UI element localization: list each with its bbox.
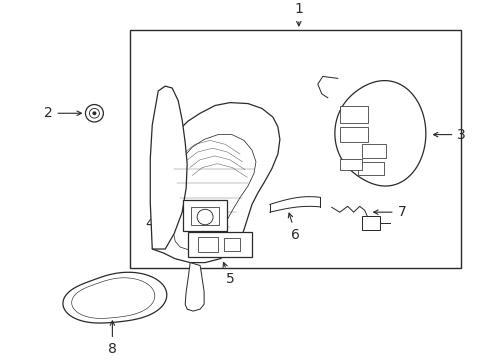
Text: 3: 3	[432, 127, 465, 141]
Bar	[339, 105, 367, 123]
Text: 2: 2	[44, 106, 81, 120]
Text: 5: 5	[223, 262, 234, 286]
Text: 1: 1	[294, 2, 303, 26]
Polygon shape	[185, 262, 203, 311]
Circle shape	[89, 108, 99, 118]
Bar	[198, 237, 218, 252]
Bar	[130, 30, 461, 269]
Bar	[339, 127, 367, 142]
Bar	[361, 144, 385, 158]
Polygon shape	[63, 272, 166, 323]
Text: 6: 6	[288, 213, 300, 242]
Bar	[361, 216, 379, 230]
Bar	[224, 238, 240, 251]
Circle shape	[92, 111, 96, 115]
Bar	[339, 159, 361, 171]
Text: 7: 7	[373, 205, 406, 219]
Polygon shape	[334, 81, 425, 186]
Polygon shape	[150, 86, 187, 249]
Circle shape	[85, 104, 103, 122]
Polygon shape	[152, 103, 279, 262]
Circle shape	[197, 209, 213, 225]
Bar	[183, 199, 226, 231]
Bar	[188, 231, 251, 257]
Text: 8: 8	[108, 321, 117, 356]
Text: 4: 4	[145, 216, 179, 231]
Bar	[191, 207, 219, 225]
Bar	[357, 162, 383, 175]
